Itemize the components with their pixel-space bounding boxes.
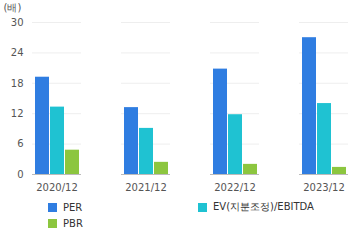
html-text:EV(지분조정)/EBITDA: EV(지분조정)/EBITDA — [213, 201, 314, 212]
svg-text:6: 6 — [17, 138, 23, 149]
html-text:PER: PER — [63, 201, 83, 213]
svg-text:2020/12: 2020/12 — [36, 182, 78, 193]
svg-text:24: 24 — [11, 47, 24, 58]
svg-text:2021/12: 2021/12 — [125, 182, 167, 193]
svg-text:2023/12: 2023/12 — [303, 182, 345, 193]
svg-text:12: 12 — [11, 108, 24, 119]
svg-text:30: 30 — [11, 17, 24, 28]
svg-text:2022/12: 2022/12 — [214, 182, 256, 193]
html-text:PBR: PBR — [63, 218, 83, 229]
svg-text:(배): (배) — [4, 2, 22, 13]
svg-text:18: 18 — [11, 78, 24, 89]
svg-text:0: 0 — [17, 169, 23, 180]
